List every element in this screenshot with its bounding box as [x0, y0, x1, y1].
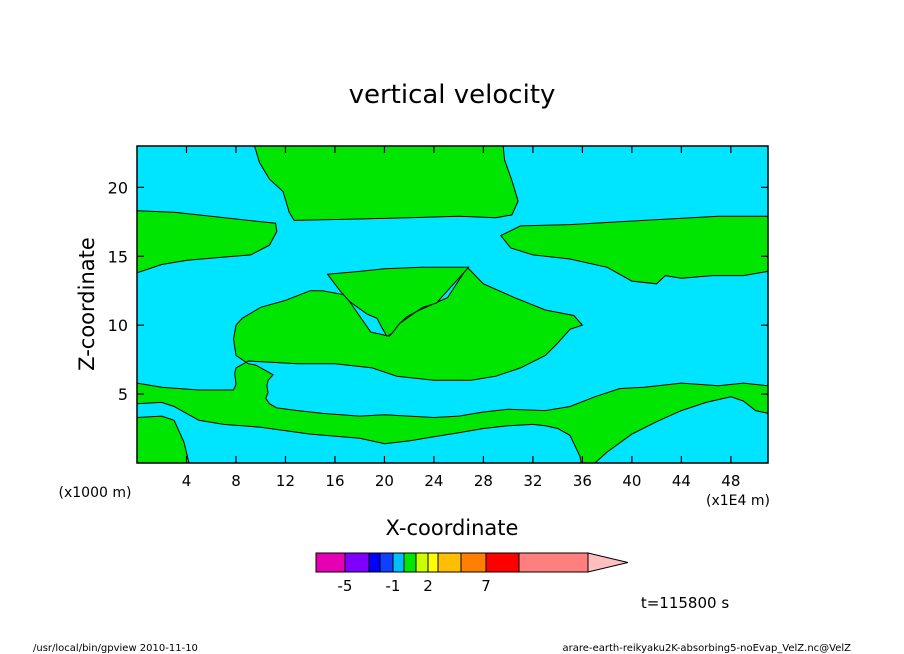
x-axis-label: X-coordinate — [386, 516, 519, 540]
x-tick-label: 20 — [375, 472, 394, 490]
colorbar-swatch — [368, 552, 381, 573]
colorbar-swatch — [415, 552, 429, 573]
x-tick-label: 28 — [474, 472, 493, 490]
region-middle — [136, 266, 769, 464]
x-tick-label: 4 — [182, 472, 192, 490]
footer-right: arare-earth-reikyaku2K-absorbing5-noEvap… — [563, 643, 852, 654]
time-label: t=115800 s — [641, 594, 729, 612]
region-middle-upper-cap — [326, 266, 470, 337]
colorbar — [315, 552, 629, 573]
y-tick-label: 15 — [108, 247, 128, 266]
colorbar-swatch — [485, 552, 520, 573]
x-tick-label: 48 — [721, 472, 740, 490]
x-tick-label: 12 — [276, 472, 295, 490]
y-tick-label: 20 — [108, 178, 128, 197]
y-tick-label: 10 — [108, 316, 128, 335]
chart-title: vertical velocity — [349, 80, 556, 110]
x-unit-left: (x1000 m) — [59, 485, 132, 501]
colorbar-label: -1 — [386, 577, 401, 595]
x-tick-label: 8 — [231, 472, 241, 490]
region-upper-center — [253, 145, 519, 221]
x-tick-label: 40 — [622, 472, 641, 490]
colorbar-swatch — [392, 552, 405, 573]
y-tick-label: 5 — [118, 385, 128, 404]
colorbar-label: 7 — [481, 577, 491, 595]
colorbar-swatch — [315, 552, 346, 573]
x-tick-label: 44 — [672, 472, 691, 490]
x-tick-label: 24 — [424, 472, 443, 490]
colorbar-arrow — [587, 552, 629, 573]
colorbar-swatch — [427, 552, 439, 573]
y-axis-label: Z-coordinate — [75, 237, 99, 371]
x-tick-label: 32 — [523, 472, 542, 490]
region-upper-left — [136, 210, 278, 274]
colorbar-swatch — [437, 552, 462, 573]
colorbar-label: -5 — [338, 577, 353, 595]
colorbar-label: 2 — [423, 577, 433, 595]
x-tick-label: 36 — [573, 472, 592, 490]
colorbar-swatch — [518, 552, 589, 573]
colorbar-swatch — [403, 552, 417, 573]
colorbar-swatch — [344, 552, 370, 573]
x-unit-right: (x1E4 m) — [706, 493, 770, 509]
plot-frame — [136, 145, 769, 464]
colorbar-swatch — [460, 552, 487, 573]
contour-regions — [136, 145, 769, 464]
colorbar-labels: -5 -1 2 7 — [338, 577, 491, 595]
footer-left: /usr/local/bin/gpview 2010-11-10 — [33, 643, 198, 654]
x-tick-label: 16 — [325, 472, 344, 490]
colorbar-swatch — [379, 552, 394, 573]
region-upper-right — [500, 215, 769, 285]
